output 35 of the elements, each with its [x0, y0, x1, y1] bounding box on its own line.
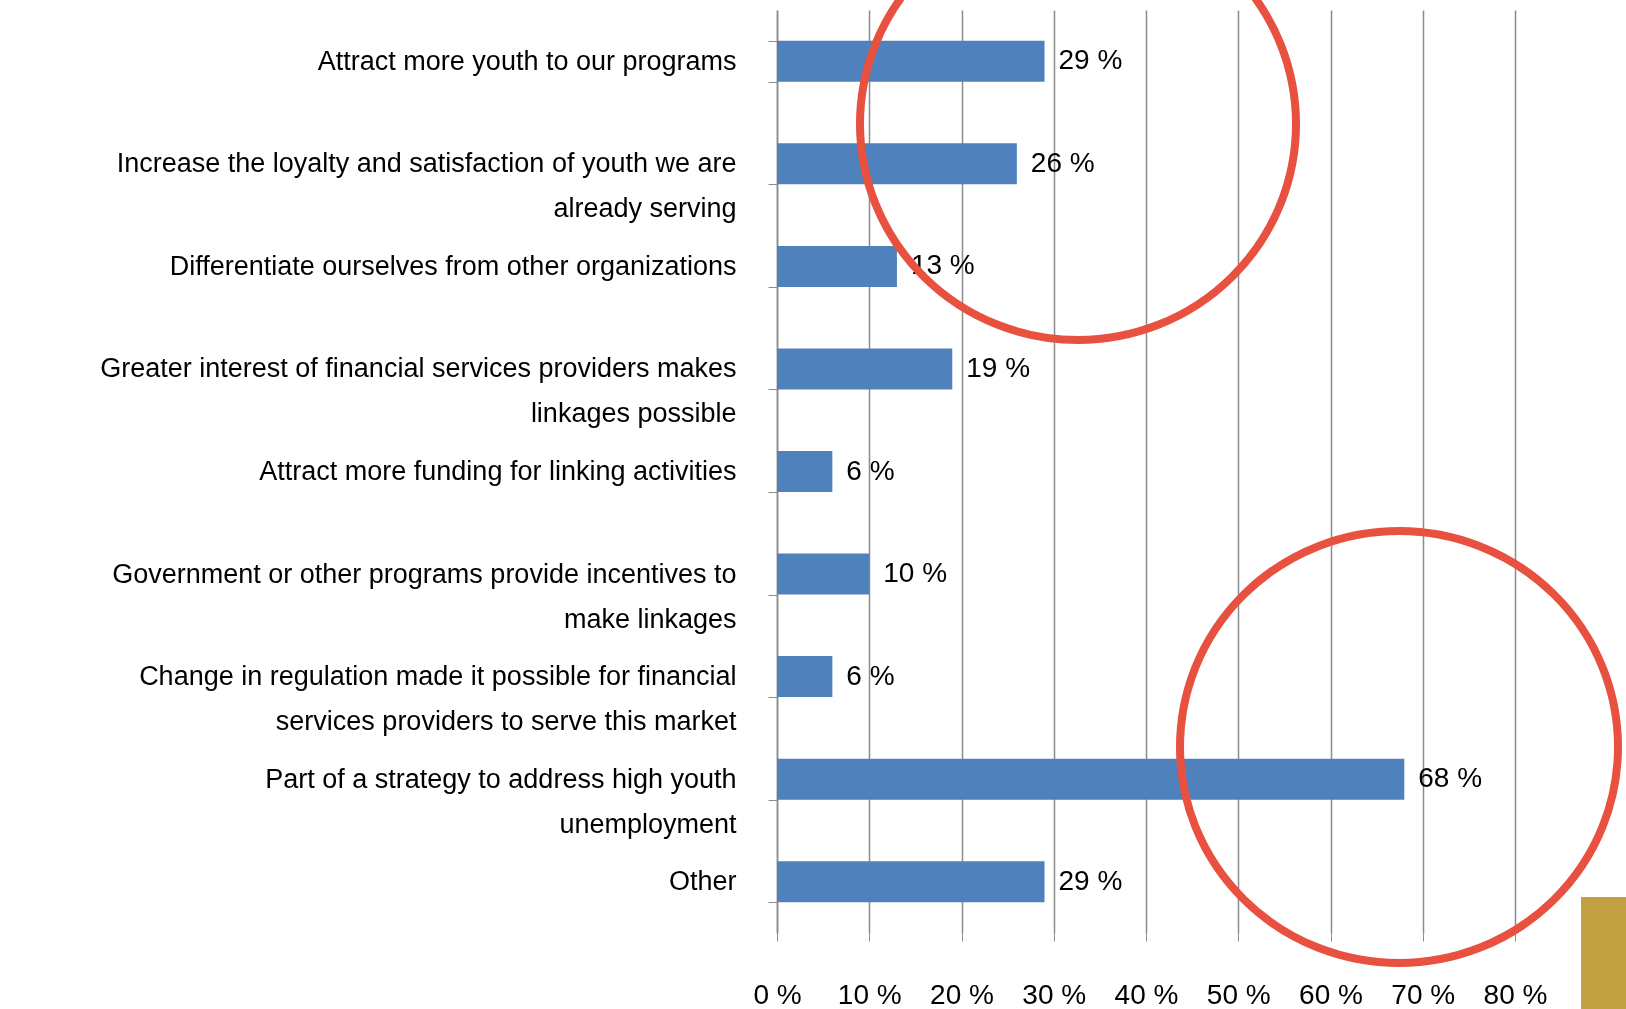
y-tick-label: Change in regulation made it possible for financial services providers to serve this market: [139, 661, 737, 737]
bar: [777, 245, 897, 287]
bar: [777, 758, 1405, 800]
bar: [777, 40, 1045, 82]
y-tick-label: Attract more youth to our programs: [317, 45, 737, 76]
data-label: 6 %: [846, 659, 895, 691]
x-tick-label: 40 %: [1114, 978, 1179, 1009]
y-tick-label: Attract more funding for linking activities: [259, 456, 737, 486]
bar: [777, 656, 833, 698]
x-tick-label: 20 %: [930, 978, 994, 1009]
x-tick-label: 10 %: [837, 978, 902, 1009]
bar: [777, 861, 1045, 903]
bar: [777, 143, 1017, 185]
y-tick-label: Differentiate ourselves from other organizations: [169, 250, 737, 281]
x-tick-label: 60 %: [1299, 978, 1363, 1009]
x-tick-label: 30 %: [1022, 978, 1087, 1009]
bar: [777, 450, 833, 493]
data-label: 6 %: [846, 454, 895, 486]
bar: [777, 348, 953, 390]
bar: [777, 553, 870, 595]
data-label: 29 %: [1058, 864, 1123, 896]
y-tick-label: Government or other programs provide incentives to make linkages: [112, 558, 737, 634]
data-label: 26 %: [1030, 146, 1095, 178]
data-label: 68 %: [1418, 762, 1483, 794]
y-tick-label: Increase the loyalty and satisfaction of youth we are already serving: [116, 148, 737, 224]
data-label: 29 %: [1058, 44, 1123, 76]
data-label: 10 %: [883, 557, 948, 589]
data-label: 19 %: [966, 351, 1031, 383]
x-tick-label: 0 %: [753, 978, 802, 1009]
x-tick-label: 50 %: [1206, 978, 1271, 1009]
y-tick-label: Other: [668, 866, 737, 897]
y-tick-label: Greater interest of financial services providers makes linkages possible: [100, 353, 737, 429]
x-tick-label: 80 %: [1483, 978, 1548, 1009]
y-tick-label: Part of a strategy to address high youth unemployment: [265, 763, 737, 839]
x-tick-label: 70 %: [1391, 978, 1456, 1009]
